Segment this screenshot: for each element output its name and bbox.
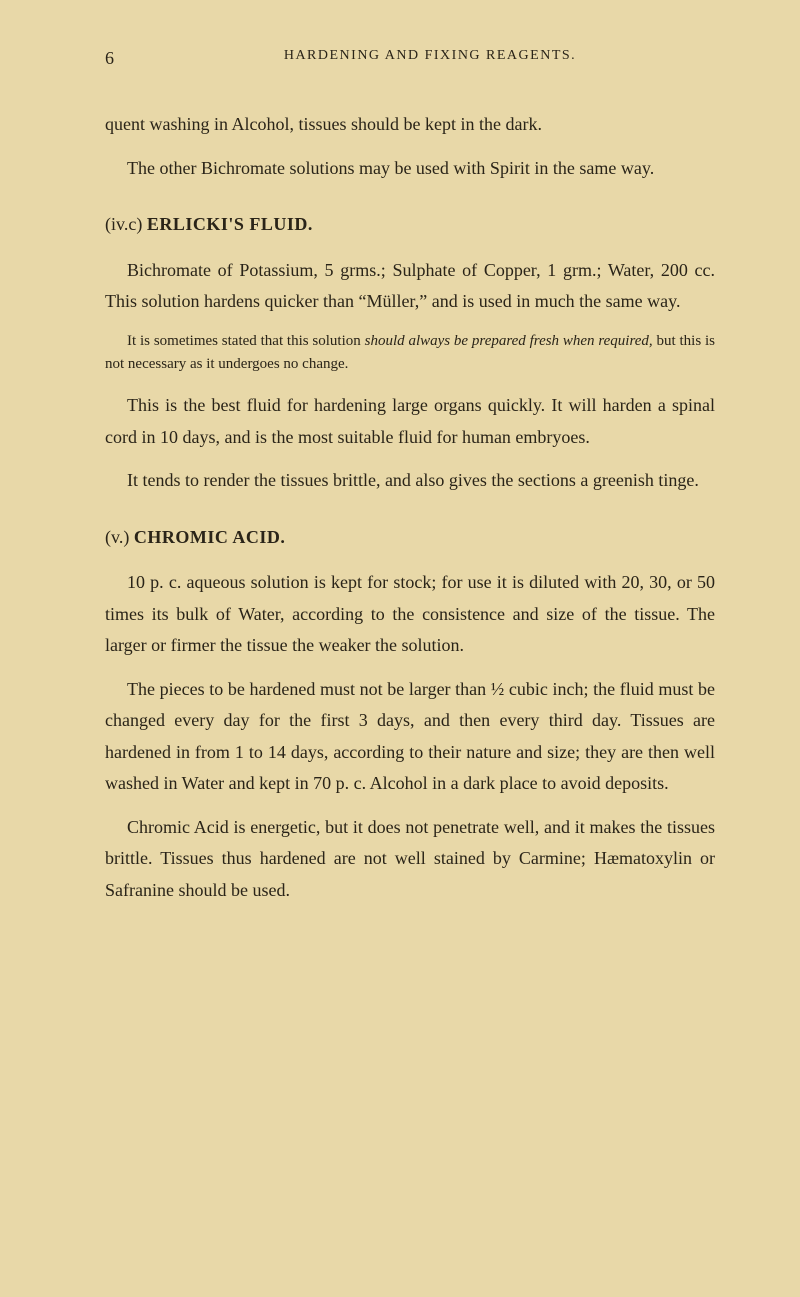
paragraph-8: Chromic Acid is energetic, but it does n…	[105, 812, 715, 907]
paragraph-2: The other Bichromate solutions may be us…	[105, 153, 715, 185]
paragraph-7: The pieces to be hardened must not be la…	[105, 674, 715, 800]
section-prefix: (v.)	[105, 527, 134, 547]
section-heading-1: (iv.c) ERLICKI'S FLUID.	[105, 209, 715, 241]
paragraph-6: 10 p. c. aqueous solution is kept for st…	[105, 567, 715, 662]
section-title: ERLICKI'S FLUID.	[147, 214, 313, 234]
paragraph-4: This is the best fluid for hardening lar…	[105, 390, 715, 453]
note-text: It is sometimes stated that this solutio…	[127, 333, 365, 349]
paragraph-1: quent washing in Alcohol, tissues should…	[105, 109, 715, 141]
page-header: HARDENING AND FIXING REAGENTS.	[145, 48, 715, 64]
page-number: 6	[105, 48, 114, 69]
paragraph-3: Bichromate of Potassium, 5 grms.; Sulpha…	[105, 255, 715, 318]
small-note-1: It is sometimes stated that this solutio…	[105, 330, 715, 377]
note-italic: should always be prepared fresh when req…	[365, 333, 653, 349]
paragraph-5: It tends to render the tissues brittle, …	[105, 465, 715, 497]
section-prefix: (iv.c)	[105, 214, 147, 234]
section-heading-2: (v.) CHROMIC ACID.	[105, 522, 715, 554]
section-title: CHROMIC ACID.	[134, 527, 286, 547]
